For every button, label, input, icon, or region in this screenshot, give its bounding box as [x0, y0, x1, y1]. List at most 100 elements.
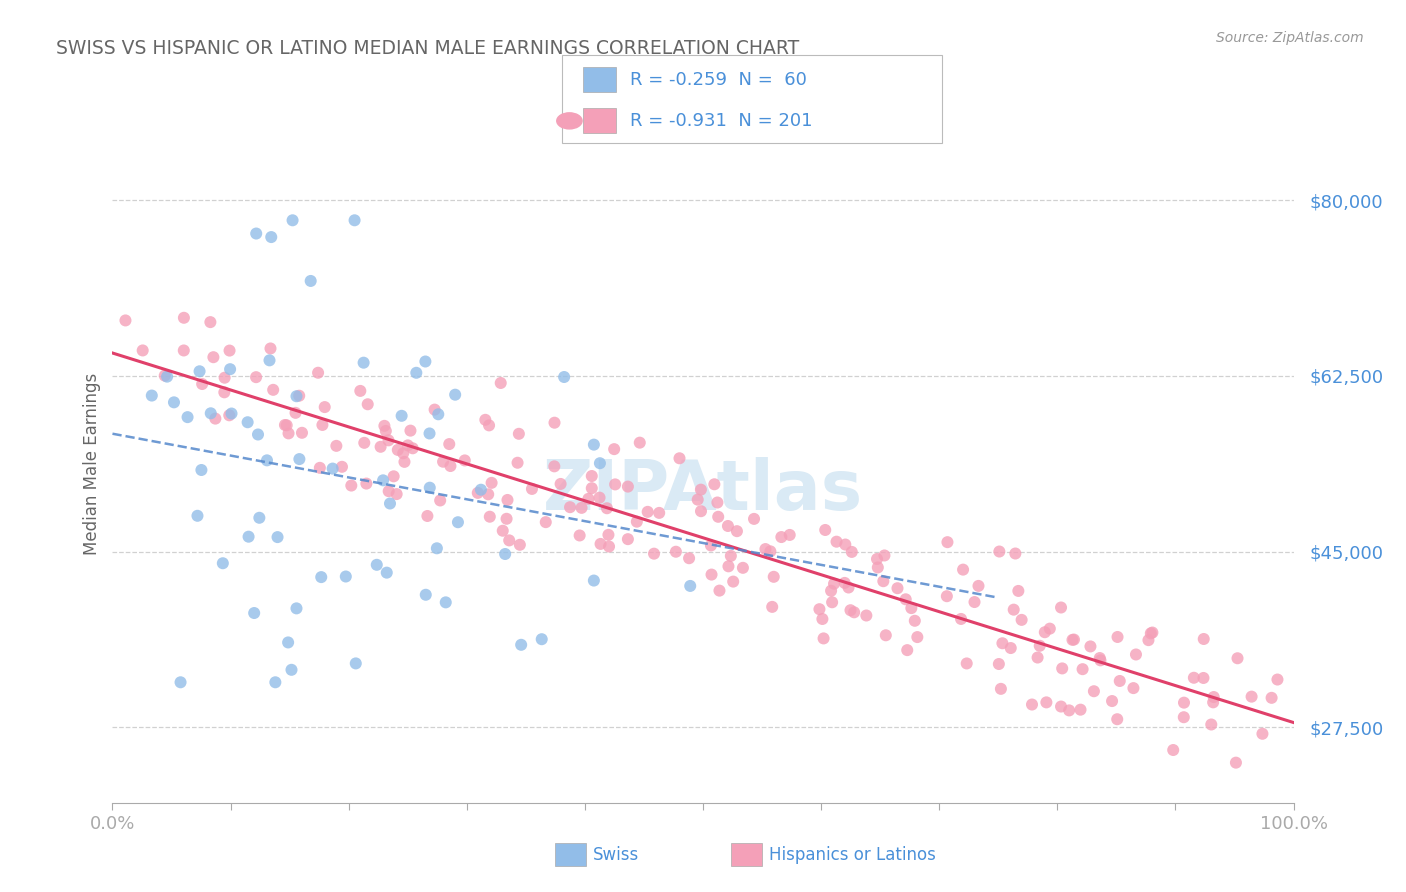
Point — [582, 437, 605, 451]
Point — [900, 601, 922, 615]
Point — [834, 575, 856, 590]
Point — [221, 407, 243, 421]
Point — [1107, 712, 1129, 726]
Point — [415, 588, 437, 602]
Point — [823, 576, 845, 591]
Point — [202, 350, 225, 364]
Point — [186, 508, 208, 523]
Point — [247, 427, 270, 442]
Point — [508, 426, 530, 441]
Point — [725, 524, 748, 538]
Point — [260, 230, 283, 244]
Point — [589, 537, 612, 551]
Point — [825, 534, 848, 549]
Point — [1240, 690, 1263, 704]
Point — [720, 549, 742, 563]
Point — [288, 452, 311, 467]
Point — [703, 477, 725, 491]
Point — [1173, 710, 1195, 724]
Point — [191, 377, 214, 392]
Point — [690, 504, 713, 518]
Point — [896, 643, 918, 657]
Point — [617, 532, 640, 546]
Point — [1007, 583, 1029, 598]
Point — [311, 417, 333, 432]
Point — [648, 506, 671, 520]
Point — [427, 407, 450, 421]
Point — [520, 482, 543, 496]
Point — [392, 446, 415, 460]
Point — [700, 567, 723, 582]
Point — [496, 493, 519, 508]
Point — [382, 469, 405, 483]
Point — [426, 541, 449, 556]
Point — [1125, 648, 1147, 662]
Point — [402, 442, 425, 456]
Point — [1080, 640, 1102, 654]
Point — [936, 535, 959, 549]
Point — [444, 387, 467, 401]
Point — [1202, 690, 1225, 704]
Point — [264, 675, 287, 690]
Point — [247, 510, 270, 524]
Point — [905, 630, 928, 644]
Point — [820, 583, 842, 598]
Point — [243, 606, 266, 620]
Point — [534, 515, 557, 529]
Point — [344, 657, 367, 671]
Point — [690, 483, 713, 497]
Point — [1260, 690, 1282, 705]
Point — [423, 402, 446, 417]
Point — [1202, 695, 1225, 709]
Text: R = -0.931  N = 201: R = -0.931 N = 201 — [630, 112, 813, 130]
Point — [834, 537, 856, 551]
Point — [371, 473, 394, 487]
Point — [330, 459, 353, 474]
Point — [356, 476, 378, 491]
Point — [219, 362, 242, 376]
Point — [277, 635, 299, 649]
Point — [866, 552, 889, 566]
Point — [742, 512, 765, 526]
Point — [1062, 632, 1084, 647]
Point — [495, 512, 517, 526]
Point — [952, 563, 974, 577]
Point — [353, 356, 375, 370]
Point — [1028, 639, 1050, 653]
Point — [530, 632, 553, 647]
Point — [238, 530, 260, 544]
Point — [173, 343, 195, 358]
Point — [262, 383, 284, 397]
Point — [709, 583, 731, 598]
Point — [761, 599, 783, 614]
Point — [1140, 626, 1163, 640]
Point — [814, 523, 837, 537]
Point — [779, 528, 801, 542]
Point — [754, 542, 776, 557]
Point — [1083, 684, 1105, 698]
Point — [299, 274, 322, 288]
Point — [274, 417, 297, 432]
Point — [770, 530, 793, 544]
Point — [309, 570, 332, 584]
Point — [353, 435, 375, 450]
Point — [343, 213, 366, 227]
Point — [385, 487, 408, 501]
Point — [1050, 699, 1073, 714]
Point — [855, 608, 877, 623]
Point — [1021, 698, 1043, 712]
Text: SWISS VS HISPANIC OR LATINO MEDIAN MALE EARNINGS CORRELATION CHART: SWISS VS HISPANIC OR LATINO MEDIAN MALE … — [56, 39, 800, 58]
Point — [991, 636, 1014, 650]
Point — [399, 424, 422, 438]
Point — [375, 566, 398, 580]
Point — [377, 484, 399, 499]
Point — [396, 438, 419, 452]
Point — [598, 528, 620, 542]
Point — [988, 544, 1011, 558]
Point — [366, 558, 388, 572]
Point — [558, 500, 581, 515]
Point — [378, 496, 401, 510]
Point — [686, 492, 709, 507]
Point — [706, 495, 728, 509]
Point — [492, 524, 515, 538]
